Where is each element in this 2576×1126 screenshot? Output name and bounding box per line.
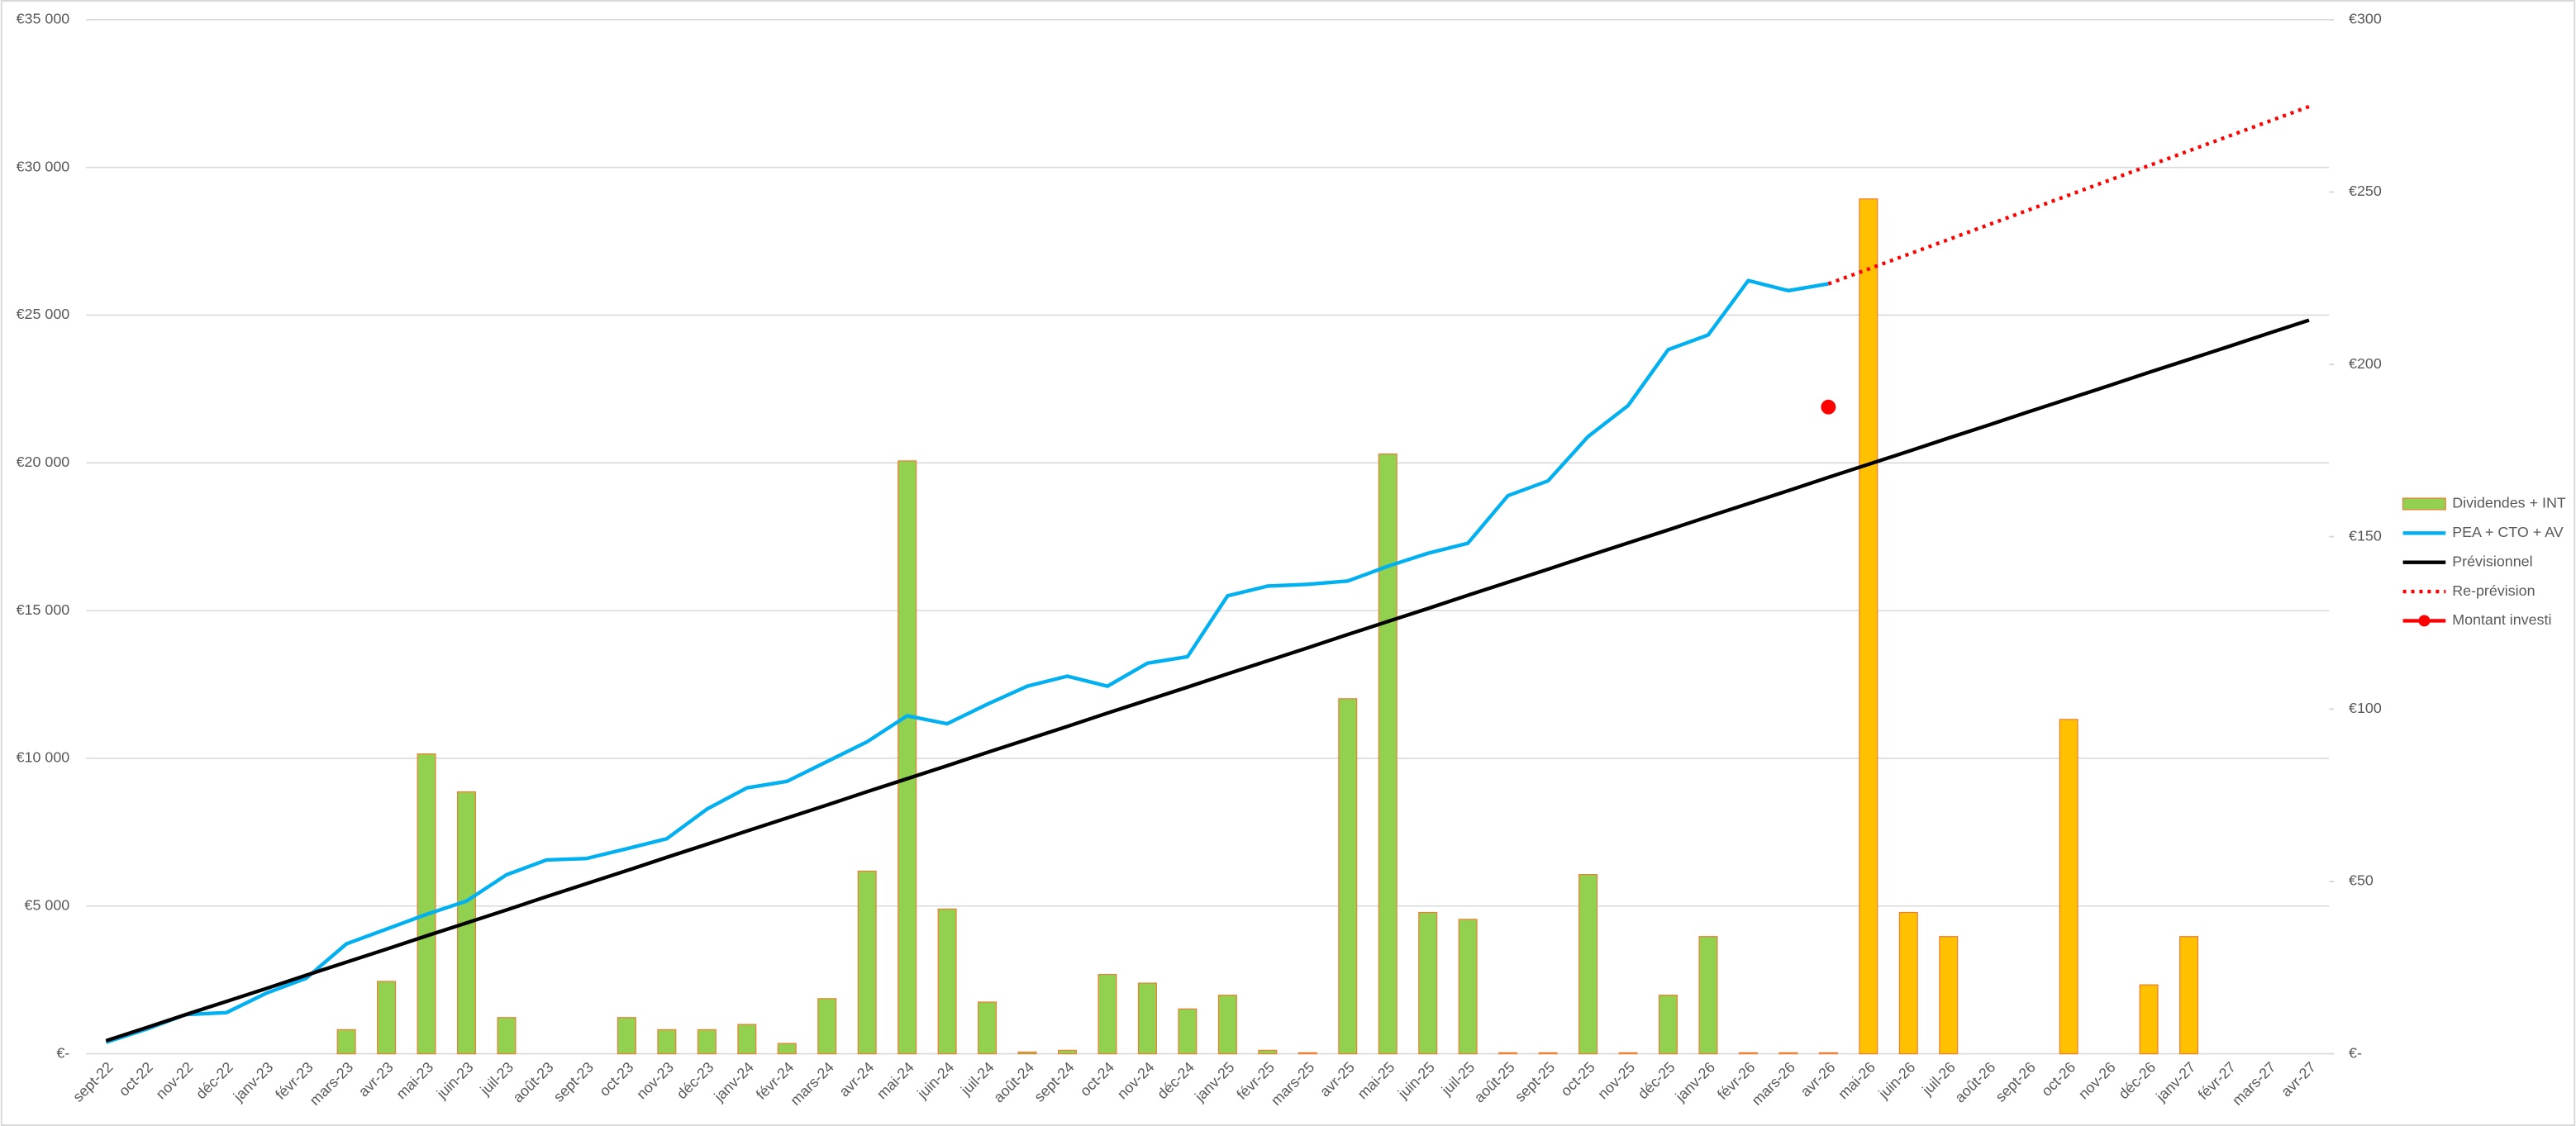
bar (777, 1043, 797, 1055)
bar (1338, 698, 1358, 1055)
bar (898, 460, 917, 1055)
y-tick-label: €- (56, 1044, 69, 1061)
line (1827, 104, 2310, 286)
bar (1859, 198, 1878, 1055)
line (105, 318, 2310, 1043)
bar (1258, 1049, 1278, 1055)
bar (336, 1029, 356, 1055)
legend-label: PEA + CTO + AV (2452, 524, 2564, 540)
bar (1618, 1052, 1638, 1055)
bar (1498, 1052, 1518, 1055)
bar (2059, 719, 2078, 1055)
legend-label: Montant investi (2452, 611, 2551, 628)
y2-tick-label: €250 (2349, 183, 2382, 199)
y-tick-label: €30 000 (17, 158, 70, 174)
legend-label: Dividendes + INT (2452, 495, 2566, 511)
bar (1017, 1051, 1037, 1055)
y-tick-label: €25 000 (17, 306, 70, 322)
legend-marker (2418, 615, 2431, 627)
y2-tick-label: €50 (2349, 872, 2374, 889)
bar (2139, 984, 2159, 1055)
bar (1538, 1052, 1558, 1055)
bar (1137, 982, 1157, 1055)
bar (817, 998, 837, 1055)
bar (978, 1001, 998, 1055)
y-tick-label: €10 000 (17, 749, 70, 766)
bar (1658, 995, 1678, 1055)
bar (1378, 453, 1398, 1055)
y-tick-label: €15 000 (17, 601, 70, 618)
y2-tick-label: €100 (2349, 700, 2382, 716)
y2-tick-label: €150 (2349, 527, 2382, 544)
bar (857, 870, 877, 1055)
line (105, 278, 1829, 1044)
y2-tick-label: €200 (2349, 355, 2382, 372)
bar (1098, 974, 1117, 1055)
bar (1298, 1052, 1317, 1055)
bar (2179, 936, 2199, 1055)
bar (1738, 1052, 1758, 1055)
bar (1178, 1008, 1198, 1055)
legend-label: Re-prévision (2452, 582, 2535, 599)
bar (1898, 911, 1918, 1055)
bar (697, 1029, 717, 1055)
legend-label: Prévisionnel (2452, 553, 2532, 569)
bar (1418, 911, 1438, 1055)
bar (417, 753, 436, 1055)
bar (1698, 936, 1718, 1055)
bar (1778, 1052, 1798, 1055)
y2-tick-label: €300 (2349, 11, 2382, 27)
y2-tick-label: €- (2349, 1044, 2362, 1061)
bar (1578, 874, 1598, 1055)
bar (937, 908, 957, 1055)
marker (1821, 399, 1836, 415)
bar (617, 1017, 636, 1055)
bar (497, 1017, 517, 1055)
bar (1058, 1049, 1078, 1055)
bar (737, 1024, 757, 1055)
y-tick-label: €5 000 (25, 896, 70, 913)
bar (1818, 1052, 1838, 1055)
y-tick-label: €35 000 (17, 11, 70, 27)
bar (657, 1029, 677, 1055)
bar (1939, 936, 1959, 1055)
y-tick-label: €20 000 (17, 454, 70, 470)
bar (377, 981, 397, 1055)
bar (1458, 919, 1478, 1055)
legend-swatch (2402, 497, 2446, 511)
bar (1217, 995, 1237, 1055)
